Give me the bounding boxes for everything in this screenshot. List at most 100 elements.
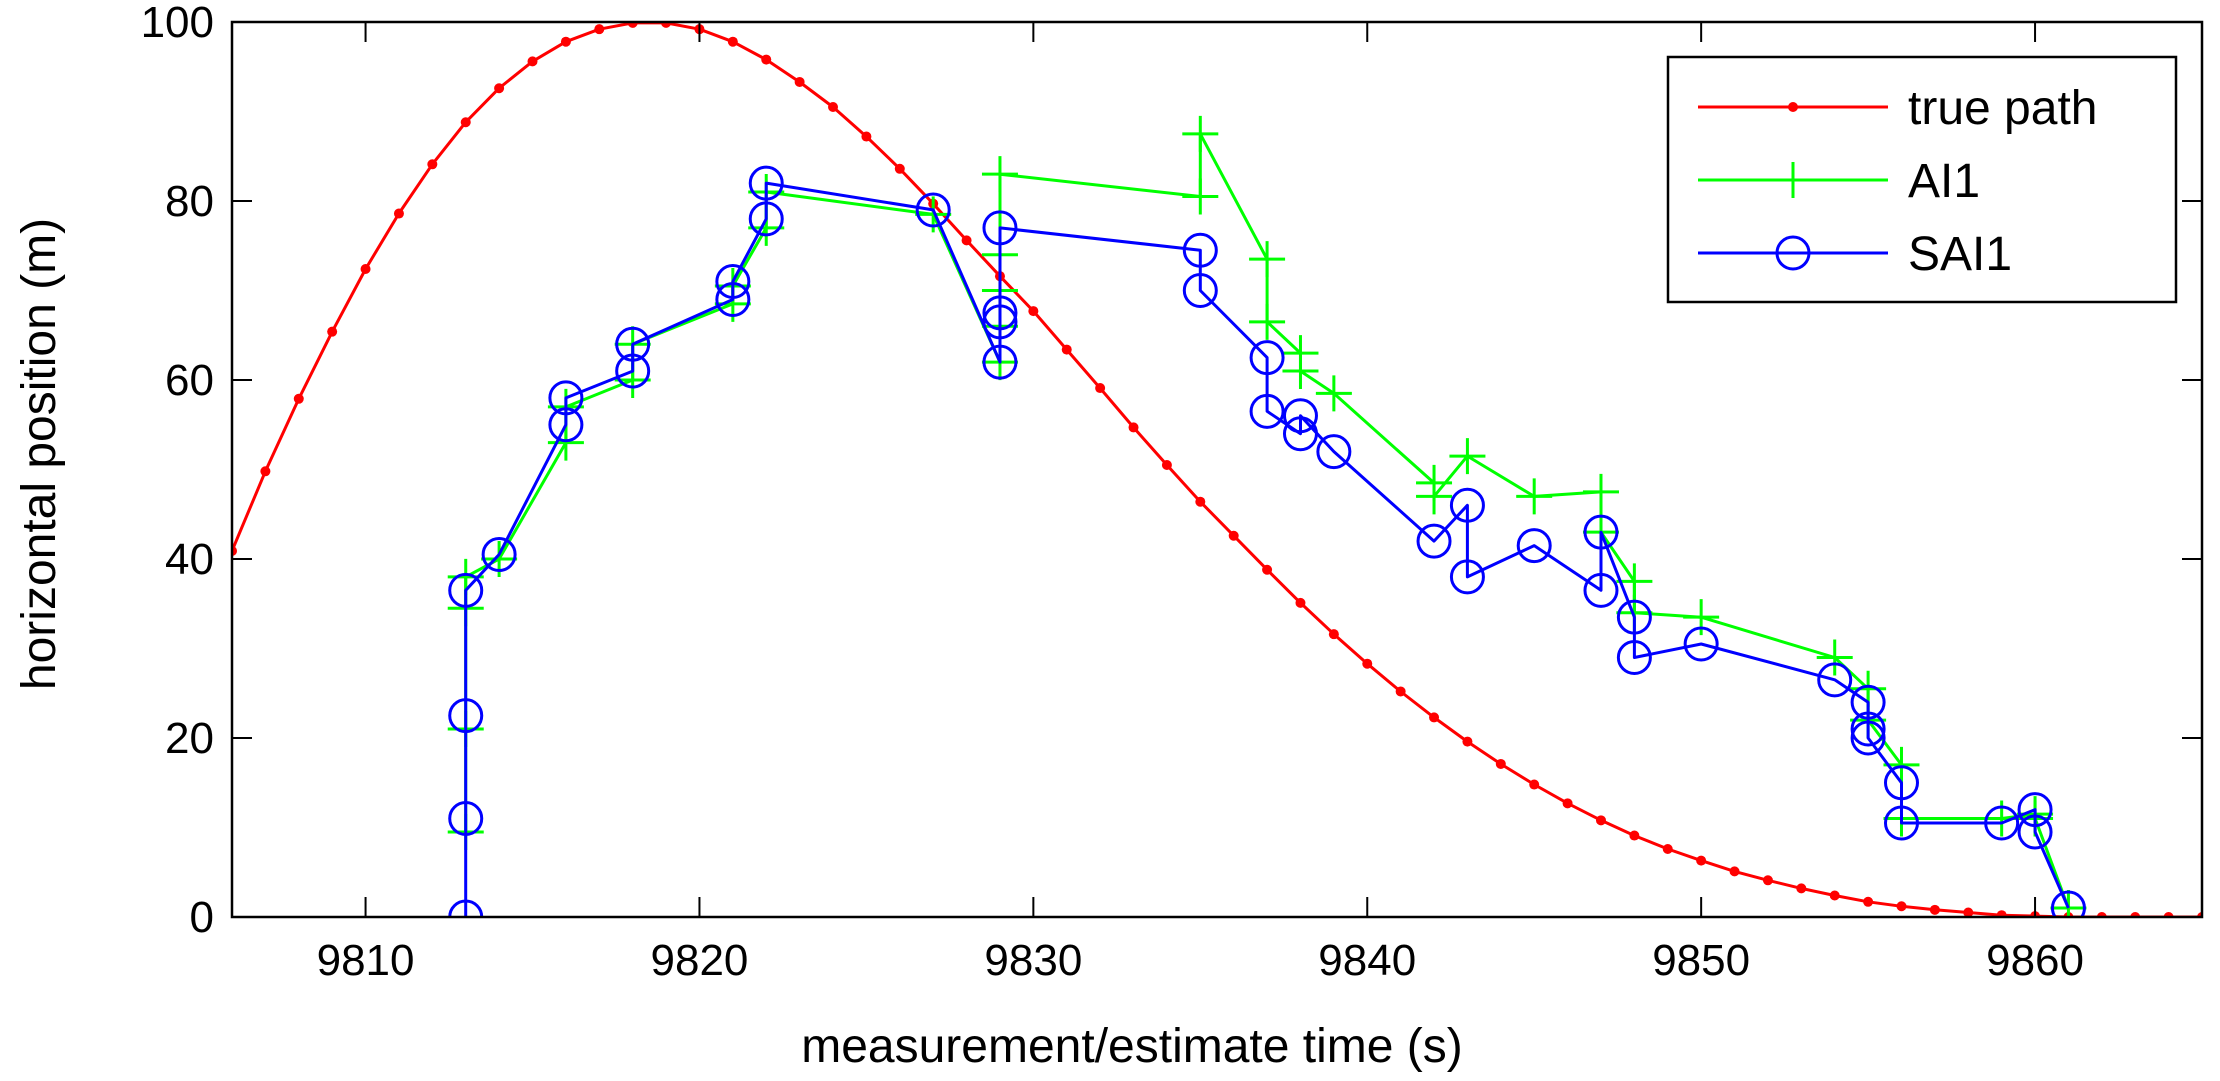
data-point-ai1-19 xyxy=(1182,178,1219,215)
data-point-sai1-13 xyxy=(915,192,951,228)
data-point-true-path-5 xyxy=(393,208,404,219)
data-point-true-path-10 xyxy=(560,36,571,47)
data-point-true-path-51 xyxy=(1929,904,1940,915)
data-point-true-path-8 xyxy=(494,83,505,94)
data-point-sai1-8 xyxy=(615,326,651,362)
data-point-sai1-37 xyxy=(1850,720,1886,756)
data-layer xyxy=(232,22,2202,917)
data-point-sai1-2 xyxy=(448,698,484,734)
data-point-sai1-11 xyxy=(748,201,784,237)
data-point-sai1-32 xyxy=(1616,639,1652,675)
data-point-true-path-4 xyxy=(360,264,371,275)
data-point-true-path-20 xyxy=(894,163,905,174)
data-point-ai1-22 xyxy=(1249,303,1286,340)
data-point-sai1-4 xyxy=(481,537,517,573)
x-tick-label-9840: 9840 xyxy=(1318,936,1416,985)
data-point-true-path-37 xyxy=(1462,736,1473,747)
data-point-ai1-43 xyxy=(2050,890,2087,917)
data-point-ai1-35 xyxy=(1816,639,1853,676)
data-point-ai1-28 xyxy=(1449,438,1486,475)
data-point-sai1-28 xyxy=(1516,528,1552,564)
data-point-true-path-47 xyxy=(1796,883,1807,894)
data-point-sai1-9 xyxy=(715,281,751,317)
data-point-true-path-24 xyxy=(1028,306,1039,317)
data-point-true-path-35 xyxy=(1395,686,1406,697)
data-point-true-path-30 xyxy=(1228,530,1239,541)
y-tick-label-40: 40 xyxy=(165,535,214,584)
data-point-sai1-0 xyxy=(448,899,484,917)
data-point-true-path-32 xyxy=(1295,597,1306,608)
data-point-true-path-15 xyxy=(727,36,738,47)
data-point-sai1-23 xyxy=(1282,398,1318,434)
data-point-true-path-45 xyxy=(1729,866,1740,877)
data-point-true-path-25 xyxy=(1061,344,1072,355)
y-tick-label-20: 20 xyxy=(165,714,214,763)
axes: 9810 9820 9830 9840 9850 9860 0 20 40 60 80 100 xyxy=(141,0,2204,985)
data-point-sai1-41 xyxy=(2017,792,2053,828)
data-point-true-path-11 xyxy=(594,24,605,35)
data-point-sai1-43 xyxy=(2050,890,2086,917)
data-point-sai1-1 xyxy=(448,801,484,837)
legend-label-ai1: AI1 xyxy=(1908,155,1980,208)
data-point-sai1-10 xyxy=(715,264,751,300)
data-point-true-path-49 xyxy=(1863,896,1874,907)
data-point-true-path-9 xyxy=(527,56,538,67)
data-point-sai1-19 xyxy=(1182,273,1218,308)
x-tick-label-9810: 9810 xyxy=(317,936,415,985)
x-axis-label: measurement/estimate time (s) xyxy=(801,1020,1463,1073)
data-point-true-path-50 xyxy=(1896,901,1907,912)
data-point-ai1-29 xyxy=(1516,478,1553,515)
data-point-true-path-44 xyxy=(1696,855,1707,866)
plot-area xyxy=(232,22,2202,917)
data-point-sai1-26 xyxy=(1449,487,1485,523)
data-point-true-path-31 xyxy=(1262,564,1273,575)
data-point-sai1-16 xyxy=(982,295,1018,331)
data-point-sai1-6 xyxy=(548,380,584,416)
legend-marker-ai1 xyxy=(1775,162,1811,198)
data-point-true-path-13 xyxy=(661,22,672,28)
legend-label-true-path: true path xyxy=(1908,82,2097,135)
x-tick-label-9830: 9830 xyxy=(984,936,1082,985)
y-tick-label-60: 60 xyxy=(165,356,214,405)
legend-item-ai1: AI1 xyxy=(1698,155,1980,208)
data-point-sai1-27 xyxy=(1449,559,1485,595)
data-point-true-path-7 xyxy=(460,117,471,128)
data-point-true-path-26 xyxy=(1095,383,1106,394)
data-point-true-path-33 xyxy=(1328,629,1339,640)
data-point-ai1-18 xyxy=(981,156,1018,193)
data-point-sai1-36 xyxy=(1850,711,1886,747)
data-point-true-path-6 xyxy=(427,159,438,170)
data-point-ai1-32 xyxy=(1616,563,1653,600)
data-point-ai1-5 xyxy=(547,424,584,461)
legend-label-sai1: SAI1 xyxy=(1908,228,2012,281)
y-tick-label-80: 80 xyxy=(165,177,214,226)
data-point-sai1-33 xyxy=(1683,626,1719,662)
data-point-true-path-12 xyxy=(627,22,638,28)
legend: true path AI1 SAI1 xyxy=(1666,55,2178,304)
data-point-true-path-22 xyxy=(961,235,972,246)
legend-marker-true-path xyxy=(1788,102,1798,112)
data-point-sai1-22 xyxy=(1282,416,1318,452)
data-point-true-path-43 xyxy=(1662,843,1673,854)
legend-item-true-path: true path xyxy=(1698,82,2097,135)
data-point-true-path-39 xyxy=(1529,779,1540,790)
data-point-ai1-25 xyxy=(1315,375,1352,412)
data-point-sai1-5 xyxy=(548,407,584,443)
data-point-sai1-3 xyxy=(448,572,484,608)
data-point-sai1-29 xyxy=(1583,572,1619,608)
data-point-true-path-3 xyxy=(327,326,338,337)
data-point-true-path-16 xyxy=(761,54,772,65)
data-point-sai1-39 xyxy=(1883,805,1919,841)
y-tick-label-0: 0 xyxy=(190,893,214,942)
data-point-true-path-28 xyxy=(1161,460,1172,471)
y-axis-label: horizontal position (m) xyxy=(13,218,66,690)
data-point-true-path-1 xyxy=(260,466,271,477)
x-tick-label-9850: 9850 xyxy=(1652,936,1750,985)
axes-box xyxy=(230,20,2204,919)
x-tick-label-9820: 9820 xyxy=(651,936,749,985)
legend-item-sai1: SAI1 xyxy=(1698,228,2012,281)
series-line-sai1 xyxy=(464,181,2070,917)
data-point-true-path-52 xyxy=(1963,907,1974,917)
data-point-ai1-27 xyxy=(1416,478,1453,515)
